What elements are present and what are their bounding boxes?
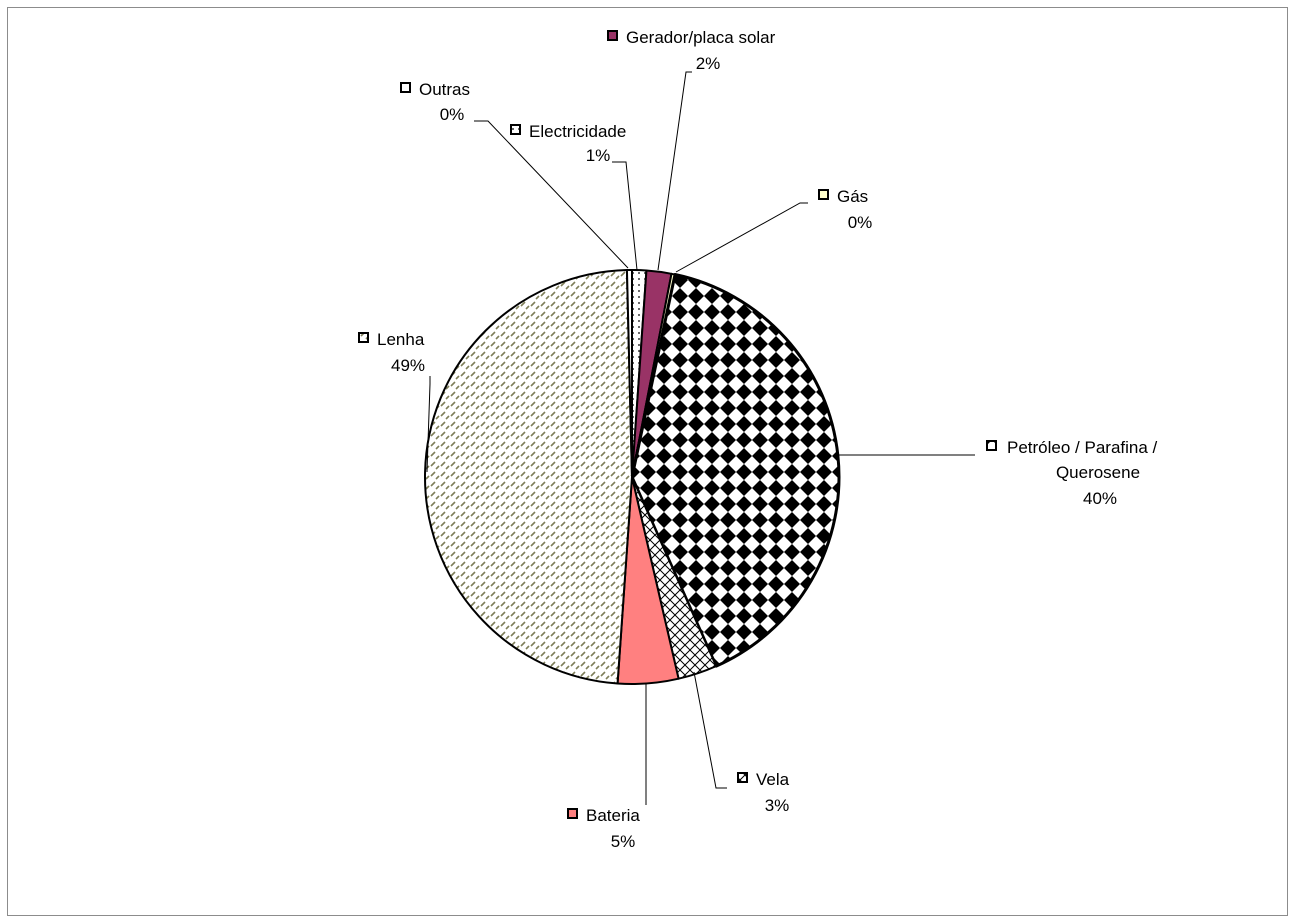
slice-label-lenha: Lenha	[377, 330, 425, 349]
pie-slice-outras	[625, 269, 633, 478]
legend-key-gerador-placa-solar	[607, 30, 618, 41]
slice-label-electricidade: Electricidade	[529, 122, 626, 141]
slice-label-petroleo-parafina-querosene: Petróleo / Parafina /	[1007, 438, 1158, 457]
slice-label-vela: Vela	[756, 770, 790, 789]
slice-label-gas: Gás	[837, 187, 868, 206]
leader-line-gas	[675, 202, 808, 273]
legend-key-petroleo-parafina-querosene	[986, 440, 997, 451]
slice-percent-vela: 3%	[765, 796, 790, 815]
legend-key-gas	[818, 189, 829, 200]
slice-percent-petroleo-parafina-querosene: 40%	[1083, 489, 1117, 508]
slice-percent-gerador-placa-solar: 2%	[696, 54, 721, 73]
legend-key-lenha	[358, 332, 369, 343]
pie-slice-lenha	[424, 269, 633, 685]
legend-key-outras	[400, 82, 411, 93]
leader-line-lenha	[426, 376, 431, 473]
leader-line-outras	[474, 120, 629, 269]
slice-label-bateria: Bateria	[586, 806, 640, 825]
pie-slice-petroleo-parafina-querosene	[630, 273, 841, 668]
slice-percent-gas: 0%	[848, 213, 873, 232]
slice-label-gerador-placa-solar: Gerador/placa solar	[626, 28, 776, 47]
slice-label-petroleo-parafina-querosene-line2: Querosene	[1056, 463, 1140, 482]
leader-line-electricidade	[612, 161, 638, 271]
leader-line-vela	[693, 671, 727, 789]
legend-key-bateria	[567, 808, 578, 819]
slice-percent-lenha: 49%	[391, 356, 425, 375]
slice-percent-electricidade: 1%	[586, 146, 611, 165]
slice-label-outras: Outras	[419, 80, 470, 99]
leader-line-gerador-placa-solar	[657, 71, 692, 271]
legend-key-vela	[737, 772, 748, 783]
slice-percent-outras: 0%	[440, 105, 465, 124]
legend-key-electricidade	[510, 124, 521, 135]
slice-percent-bateria: 5%	[611, 832, 636, 851]
